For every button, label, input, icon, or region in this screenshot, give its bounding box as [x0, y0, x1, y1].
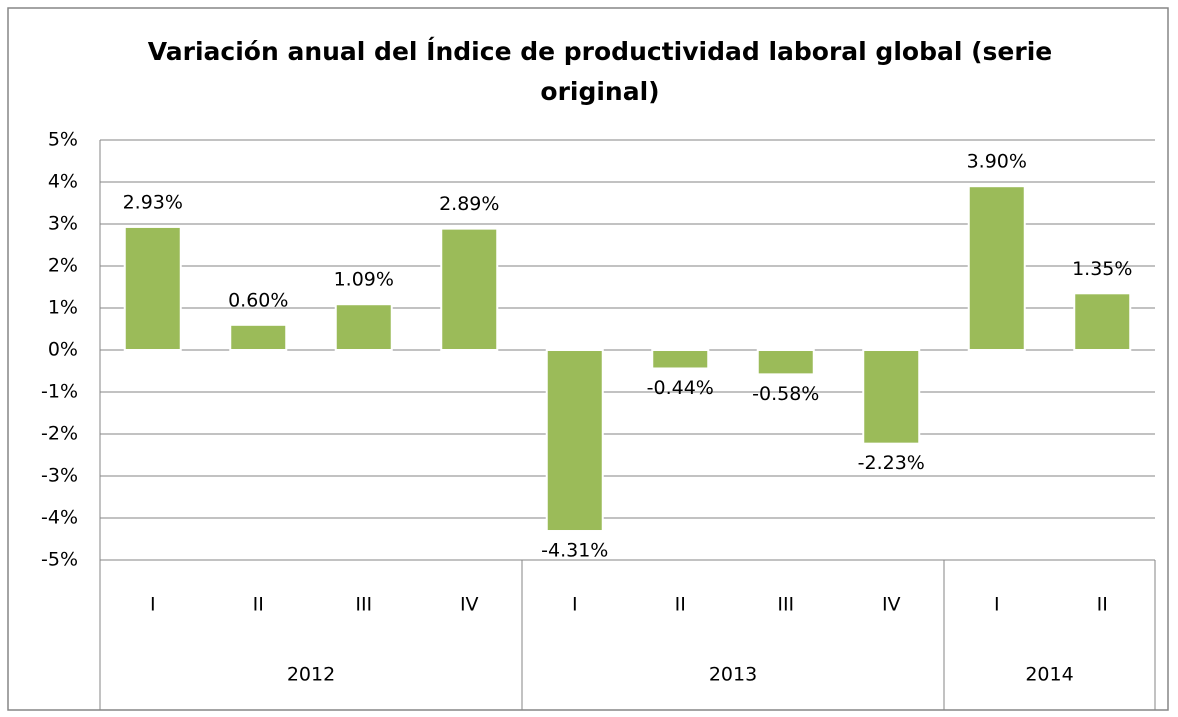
group-label: 2013 [709, 664, 757, 686]
x-tick-label: I [572, 594, 578, 616]
data-label: -0.58% [752, 383, 819, 405]
x-tick-label: IV [882, 594, 901, 616]
bar [123, 225, 182, 351]
y-tick-label: 2% [48, 255, 78, 277]
x-tick-label: III [355, 594, 372, 616]
data-label: 2.89% [439, 193, 499, 215]
data-label: 1.35% [1072, 258, 1132, 280]
y-tick-label: -2% [41, 423, 78, 445]
y-tick-label: 1% [48, 297, 78, 319]
chart-title: Variación anual del Índice de productivi… [147, 37, 1053, 106]
bar [1073, 292, 1132, 351]
bar [651, 349, 710, 370]
x-tick-label: III [777, 594, 794, 616]
y-tick-label: 3% [48, 213, 78, 235]
y-tick-label: -1% [41, 381, 78, 403]
x-tick-label: II [1097, 594, 1108, 616]
y-tick-label: 0% [48, 339, 78, 361]
bar [334, 303, 393, 351]
chart-border [7, 7, 1169, 711]
data-label: -4.31% [541, 540, 608, 562]
bar [229, 323, 288, 351]
x-tick-label: II [675, 594, 686, 616]
y-tick-label: -3% [41, 465, 78, 487]
data-label: -0.44% [647, 377, 714, 399]
data-label: 0.60% [228, 289, 288, 311]
x-tick-label: IV [460, 594, 479, 616]
y-tick-label: 4% [48, 171, 78, 193]
bar [545, 349, 604, 533]
bar [756, 349, 815, 376]
bar [967, 185, 1026, 351]
data-label: 2.93% [123, 191, 183, 213]
group-label: 2012 [287, 664, 335, 686]
bar [862, 349, 921, 445]
data-label: -2.23% [858, 452, 925, 474]
data-label: 3.90% [967, 151, 1027, 173]
y-tick-label: -5% [41, 549, 78, 571]
x-tick-label: II [253, 594, 264, 616]
data-label: 1.09% [334, 269, 394, 291]
bar [440, 227, 499, 351]
x-tick-label: I [150, 594, 156, 616]
y-tick-label: 5% [48, 129, 78, 151]
y-tick-label: -4% [41, 507, 78, 529]
group-label: 2014 [1025, 664, 1073, 686]
x-tick-label: I [994, 594, 1000, 616]
